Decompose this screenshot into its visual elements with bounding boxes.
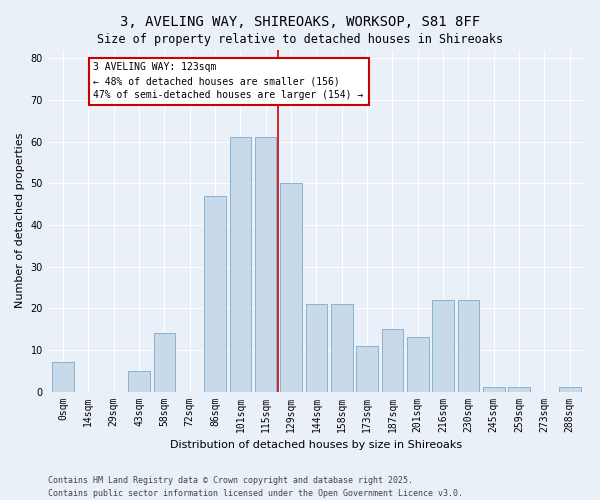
Bar — [356, 346, 378, 392]
Bar — [458, 300, 479, 392]
Bar — [280, 184, 302, 392]
Bar — [508, 388, 530, 392]
Text: Size of property relative to detached houses in Shireoaks: Size of property relative to detached ho… — [97, 32, 503, 46]
Text: Contains HM Land Registry data © Crown copyright and database right 2025.
Contai: Contains HM Land Registry data © Crown c… — [48, 476, 463, 498]
Bar — [483, 388, 505, 392]
Bar — [559, 388, 581, 392]
Bar — [331, 304, 353, 392]
Bar — [305, 304, 327, 392]
Bar — [154, 333, 175, 392]
Text: 3, AVELING WAY, SHIREOAKS, WORKSOP, S81 8FF: 3, AVELING WAY, SHIREOAKS, WORKSOP, S81 … — [120, 15, 480, 29]
Text: 3 AVELING WAY: 123sqm
← 48% of detached houses are smaller (156)
47% of semi-det: 3 AVELING WAY: 123sqm ← 48% of detached … — [94, 62, 364, 100]
Bar — [433, 300, 454, 392]
Bar — [407, 338, 428, 392]
Y-axis label: Number of detached properties: Number of detached properties — [15, 133, 25, 308]
Bar — [128, 370, 150, 392]
Bar — [255, 138, 277, 392]
X-axis label: Distribution of detached houses by size in Shireoaks: Distribution of detached houses by size … — [170, 440, 463, 450]
Bar — [52, 362, 74, 392]
Bar — [230, 138, 251, 392]
Bar — [204, 196, 226, 392]
Bar — [382, 329, 403, 392]
